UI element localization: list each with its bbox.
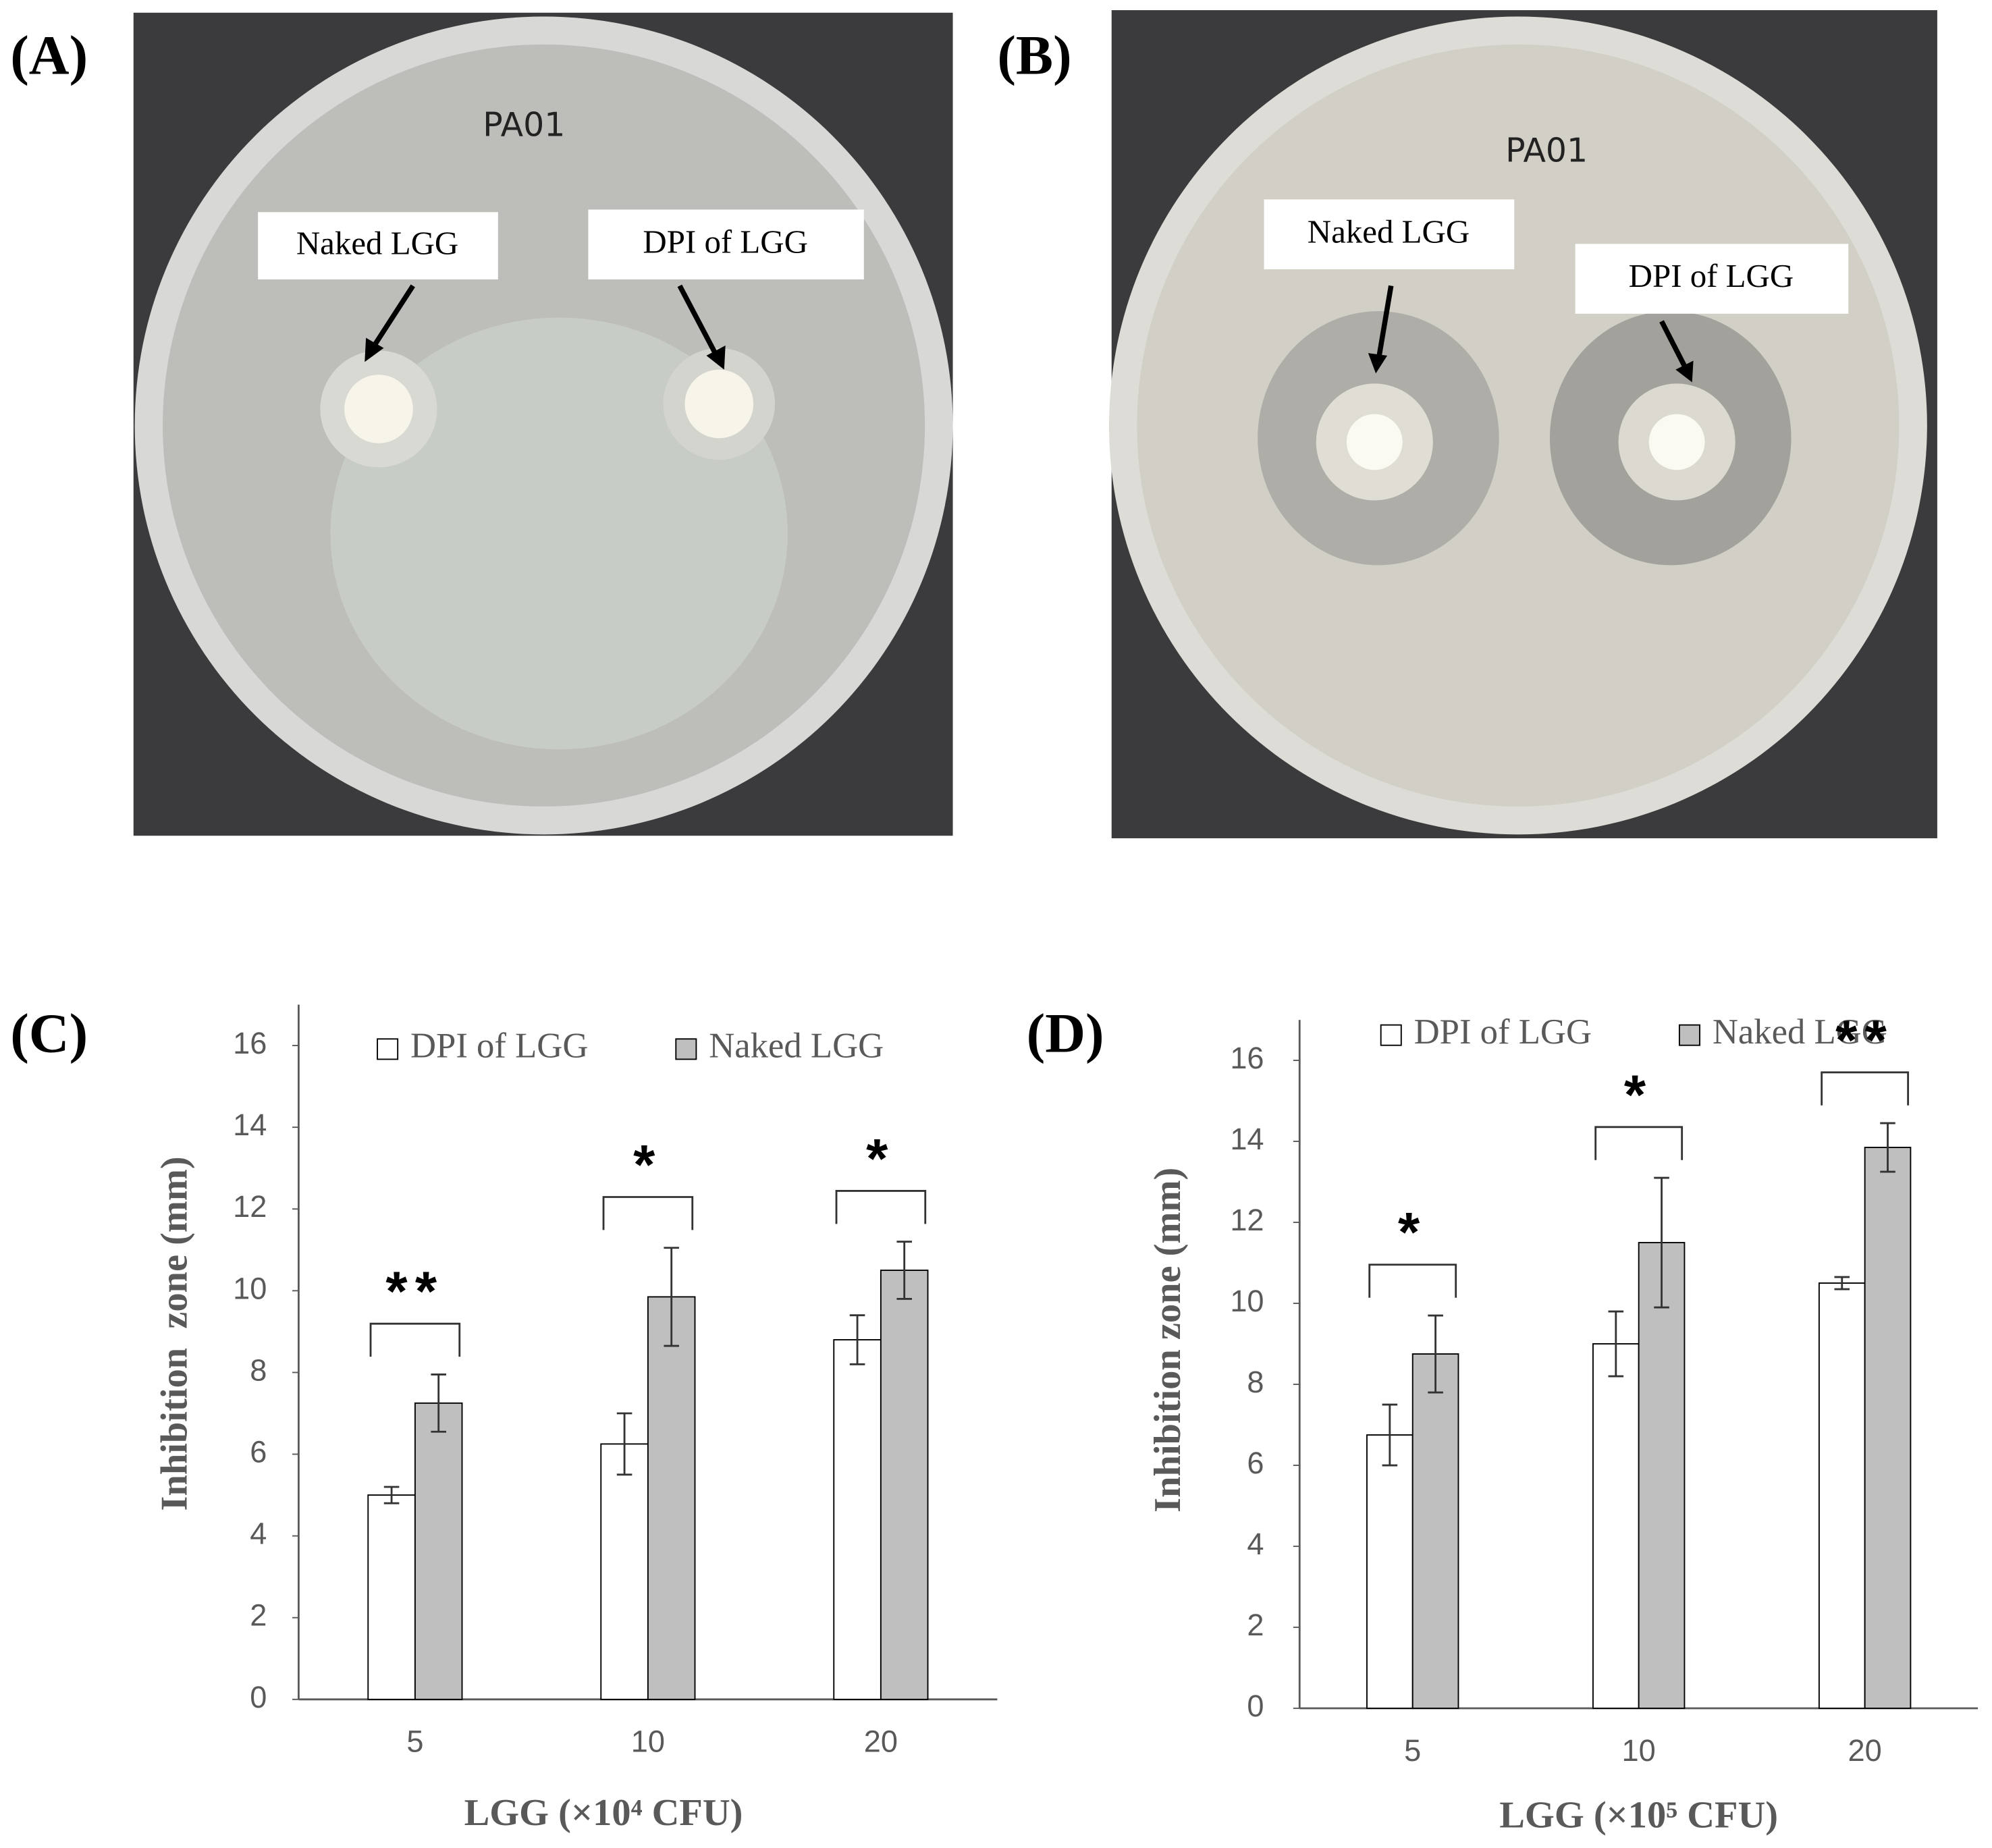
- significance-label: *: [1398, 1201, 1428, 1263]
- error-bar: [1654, 1176, 1669, 1309]
- bar: [880, 1270, 929, 1700]
- error-bar: [431, 1374, 446, 1433]
- annotation: Naked LGG: [296, 224, 458, 261]
- y-tick-label: 10: [233, 1271, 267, 1305]
- significance-label: **: [1835, 1008, 1894, 1071]
- legend-swatch: [675, 1038, 697, 1060]
- y-tick-label: 14: [1230, 1122, 1264, 1156]
- bar: [1592, 1343, 1640, 1709]
- y-tick-label: 4: [250, 1517, 267, 1551]
- annotation-box: DPI of LGG: [588, 209, 864, 279]
- significance-bracket: [1821, 1071, 1910, 1106]
- significance-bracket: [835, 1189, 927, 1224]
- x-tick-label: 20: [1848, 1733, 1882, 1768]
- bar: [1864, 1147, 1912, 1709]
- significance-bracket: [369, 1322, 461, 1357]
- significance-bracket: [1368, 1263, 1457, 1298]
- panel-label: (C): [10, 1002, 88, 1064]
- error-bar: [1382, 1403, 1398, 1467]
- annotation: DPI of LGG: [643, 223, 808, 260]
- y-axis-label: Inhibition zone (mm): [1147, 1168, 1189, 1513]
- bar: [1818, 1282, 1866, 1709]
- bar: [1411, 1353, 1459, 1709]
- annotation: DPI of LGG: [1629, 257, 1794, 294]
- error-bar: [616, 1412, 632, 1476]
- significance-bracket: [1594, 1126, 1684, 1160]
- bar: [414, 1402, 463, 1700]
- annotation-box: Naked LGG: [258, 212, 498, 279]
- error-bar: [1834, 1276, 1850, 1290]
- legend-label: Naked LGG: [709, 1026, 884, 1065]
- y-tick-label: 16: [233, 1026, 267, 1060]
- significance-label: *: [1624, 1063, 1654, 1126]
- x-tick-label: 5: [1404, 1733, 1421, 1768]
- y-tick-label: 2: [1247, 1608, 1264, 1642]
- legend-swatch: [1380, 1024, 1402, 1046]
- y-tick-label: 6: [250, 1434, 267, 1469]
- x-tick-label: 5: [406, 1724, 423, 1759]
- significance-label: *: [866, 1127, 896, 1190]
- legend-label: DPI of LGG: [1414, 1012, 1592, 1052]
- y-tick-label: 4: [1247, 1527, 1264, 1561]
- legend-swatch: [1678, 1024, 1700, 1046]
- y-tick-label: 12: [233, 1189, 267, 1224]
- x-axis-label: LGG (×10⁴ CFU): [464, 1792, 743, 1834]
- photo-b: [1108, 10, 1937, 838]
- bar: [1366, 1434, 1414, 1709]
- y-tick-label: 0: [250, 1680, 267, 1714]
- y-tick-label: 16: [1230, 1041, 1264, 1075]
- y-tick-label: 8: [250, 1353, 267, 1387]
- significance-bracket: [602, 1196, 694, 1230]
- error-bar: [383, 1486, 400, 1504]
- x-tick-label: 10: [631, 1724, 665, 1759]
- y-tick-label: 2: [250, 1598, 267, 1633]
- y-tick-label: 6: [1247, 1446, 1264, 1480]
- handwriting: PA01: [483, 106, 565, 144]
- bar: [600, 1443, 649, 1700]
- significance-label: *: [633, 1133, 663, 1196]
- y-tick-label: 8: [1247, 1365, 1264, 1399]
- bar: [833, 1339, 882, 1700]
- error-bar: [1608, 1310, 1624, 1378]
- y-tick-label: 10: [1230, 1284, 1264, 1318]
- significance-label: **: [385, 1260, 444, 1323]
- legend-swatch: [377, 1038, 399, 1060]
- x-tick-label: 20: [864, 1724, 898, 1759]
- bar: [367, 1494, 416, 1700]
- bar: [1638, 1242, 1686, 1709]
- y-tick-label: 0: [1247, 1689, 1264, 1723]
- annotation-box: DPI of LGG: [1575, 244, 1849, 314]
- x-tick-label: 10: [1622, 1733, 1656, 1768]
- y-tick-label: 12: [1230, 1203, 1264, 1237]
- error-bar: [849, 1314, 865, 1365]
- error-bar: [896, 1241, 912, 1300]
- error-bar: [664, 1247, 679, 1347]
- legend-label: DPI of LGG: [410, 1026, 588, 1065]
- panel-label: (B): [997, 24, 1071, 86]
- error-bar: [1880, 1122, 1895, 1173]
- annotation-box: Naked LGG: [1264, 199, 1515, 269]
- y-tick-label: 14: [233, 1108, 267, 1142]
- bar: [647, 1296, 696, 1700]
- x-axis-label: LGG (×10⁵ CFU): [1499, 1795, 1778, 1837]
- error-bar: [1428, 1314, 1443, 1394]
- handwriting: PA01: [1505, 131, 1588, 169]
- y-axis-label: Inhibition zone (mm): [154, 1156, 196, 1511]
- annotation: Naked LGG: [1308, 213, 1470, 250]
- panel-label: (D): [1027, 1002, 1104, 1064]
- legend-label: Naked LGG: [1713, 1012, 1887, 1052]
- panel-label: (A): [10, 24, 88, 86]
